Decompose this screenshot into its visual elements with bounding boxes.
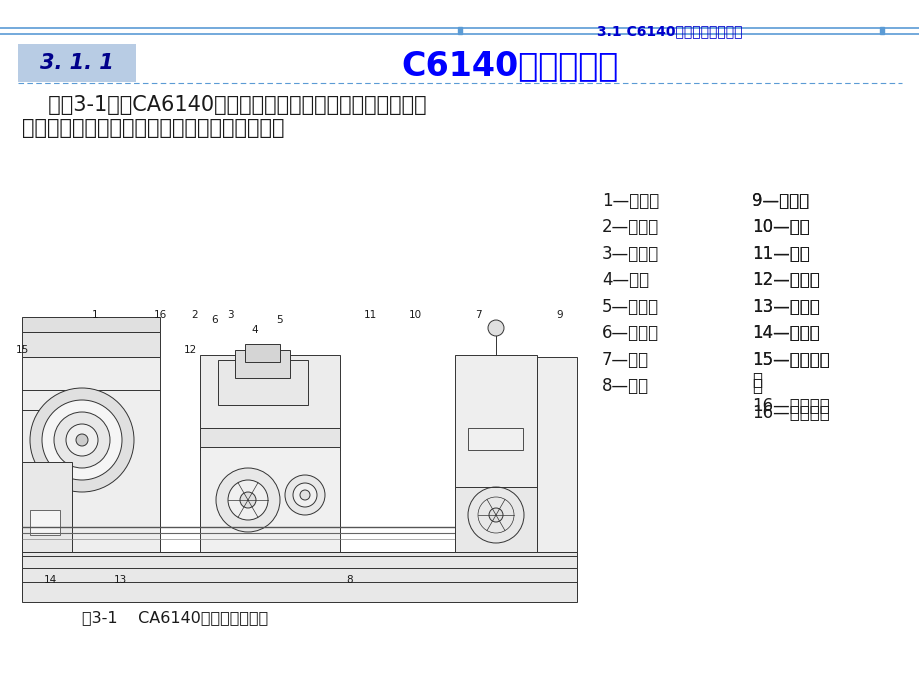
Text: 9—右床身: 9—右床身 xyxy=(751,192,808,210)
Text: 10: 10 xyxy=(408,310,421,320)
Bar xyxy=(879,27,883,34)
Circle shape xyxy=(489,508,503,522)
Bar xyxy=(30,510,60,535)
Circle shape xyxy=(216,468,279,532)
Text: 16—操纵手柄: 16—操纵手柄 xyxy=(751,397,829,415)
Text: 13—左床座: 13—左床座 xyxy=(751,298,819,316)
Circle shape xyxy=(292,483,317,507)
Circle shape xyxy=(240,492,255,508)
Text: 5—方刀架: 5—方刀架 xyxy=(601,298,658,316)
Bar xyxy=(22,568,576,602)
Text: 12: 12 xyxy=(183,345,197,355)
Bar xyxy=(218,360,308,405)
Circle shape xyxy=(66,424,98,456)
Bar xyxy=(22,462,72,552)
Text: 6: 6 xyxy=(211,315,218,325)
Bar xyxy=(18,44,136,82)
Text: 5: 5 xyxy=(277,315,283,325)
Text: 13—左床座: 13—左床座 xyxy=(751,298,819,316)
Text: 6—小滑板: 6—小滑板 xyxy=(601,324,658,342)
Text: 11—丝杠: 11—丝杠 xyxy=(751,245,809,263)
Text: 11—丝杠: 11—丝杠 xyxy=(751,245,809,263)
Bar xyxy=(199,428,340,450)
Text: 架: 架 xyxy=(751,377,761,395)
Text: 7—尾座: 7—尾座 xyxy=(601,351,649,369)
Text: 2: 2 xyxy=(191,310,199,320)
Circle shape xyxy=(300,490,310,500)
Bar xyxy=(468,428,522,450)
Text: 4: 4 xyxy=(252,325,258,335)
Text: 滑板箱、刀架、丝杠、光杠、尾座等部分组成。: 滑板箱、刀架、丝杠、光杠、尾座等部分组成。 xyxy=(22,118,284,138)
Bar xyxy=(244,344,279,362)
Circle shape xyxy=(285,475,324,515)
Circle shape xyxy=(228,480,267,520)
Text: 12—溜板箱: 12—溜板箱 xyxy=(751,271,819,290)
Text: 3: 3 xyxy=(226,310,233,320)
Bar xyxy=(22,332,160,357)
Text: C6140型车床概述: C6140型车床概述 xyxy=(401,50,618,83)
Bar xyxy=(199,447,340,552)
Text: 1: 1 xyxy=(92,310,98,320)
Text: 13: 13 xyxy=(113,575,127,585)
Bar xyxy=(22,357,160,552)
Text: 架: 架 xyxy=(751,371,761,389)
Text: 16: 16 xyxy=(153,310,166,320)
Text: 1—主轴箱: 1—主轴箱 xyxy=(601,192,659,210)
Text: 12—溜板箱: 12—溜板箱 xyxy=(751,271,819,290)
Bar xyxy=(455,487,537,552)
Text: 11: 11 xyxy=(363,310,376,320)
Circle shape xyxy=(30,388,134,492)
Bar xyxy=(537,357,576,552)
Bar xyxy=(22,570,576,598)
Bar xyxy=(458,27,461,34)
Text: 8: 8 xyxy=(346,575,353,585)
Text: 8—床身: 8—床身 xyxy=(601,377,649,395)
Circle shape xyxy=(76,434,88,446)
Bar xyxy=(22,317,160,332)
Text: 10—光杠: 10—光杠 xyxy=(751,219,809,237)
Text: 3.1 C6140型车床的电气控制: 3.1 C6140型车床的电气控制 xyxy=(596,24,742,38)
Bar xyxy=(234,350,289,378)
Text: 16—操纵手柄: 16—操纵手柄 xyxy=(751,404,829,422)
Text: 10—光杠: 10—光杠 xyxy=(751,219,809,237)
Bar xyxy=(199,355,340,430)
Text: 3. 1. 1: 3. 1. 1 xyxy=(40,53,114,73)
Text: 7: 7 xyxy=(474,310,481,320)
Text: 15—交换齿轮: 15—交换齿轮 xyxy=(751,351,829,369)
Text: 2—纵滑板: 2—纵滑板 xyxy=(601,219,659,237)
Circle shape xyxy=(54,412,110,468)
Text: 9—右床身: 9—右床身 xyxy=(751,192,808,210)
Text: 15: 15 xyxy=(16,345,28,355)
Text: 14: 14 xyxy=(43,575,57,585)
Text: 3—横滑板: 3—横滑板 xyxy=(601,245,659,263)
Circle shape xyxy=(487,320,504,336)
Circle shape xyxy=(42,400,122,480)
Text: 9: 9 xyxy=(556,310,562,320)
Bar xyxy=(455,355,537,490)
Text: 如图3-1所示CA6140型车床主要由床身、主轴箱、进给箱、: 如图3-1所示CA6140型车床主要由床身、主轴箱、进给箱、 xyxy=(35,95,426,115)
Text: 14—进给箱: 14—进给箱 xyxy=(751,324,819,342)
Text: 图3-1    CA6140普通车床外形图: 图3-1 CA6140普通车床外形图 xyxy=(82,611,267,626)
Text: 4—转盘: 4—转盘 xyxy=(601,271,649,290)
Text: 14—进给箱: 14—进给箱 xyxy=(751,324,819,342)
Text: 15—交换齿轮: 15—交换齿轮 xyxy=(751,351,829,369)
Bar xyxy=(22,552,576,570)
